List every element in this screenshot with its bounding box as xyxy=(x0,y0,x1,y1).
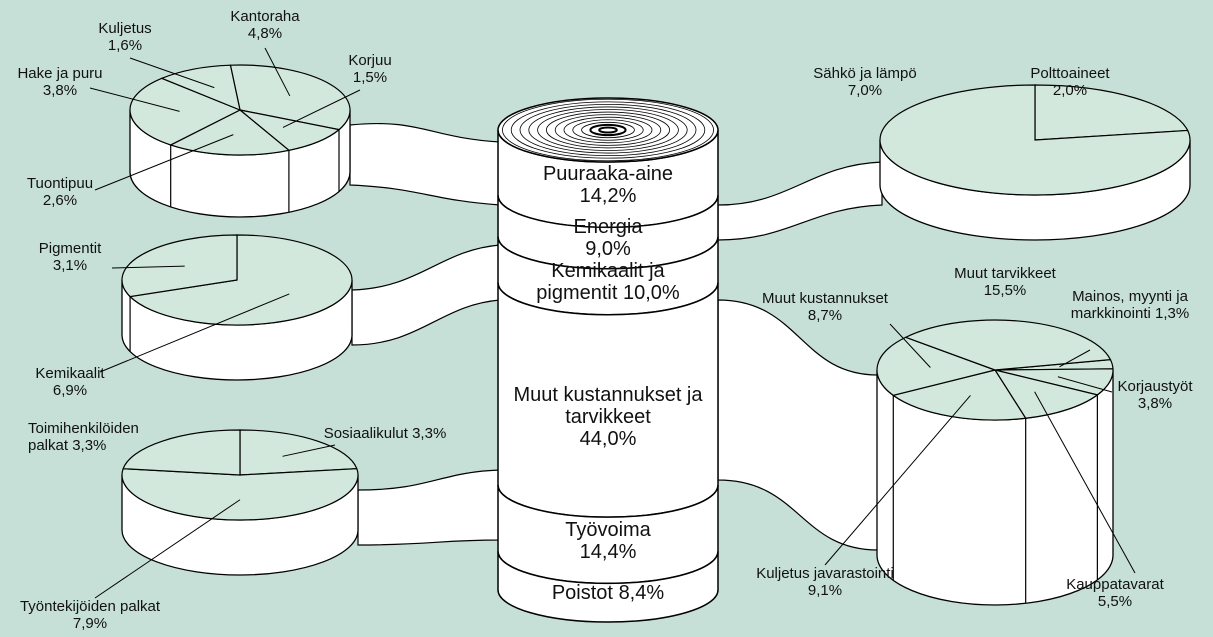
segment-label: Poistot 8,4% xyxy=(513,582,703,604)
segment-label: Muut kustannukset ja tarvikkeet 44,0% xyxy=(513,384,703,450)
category-label: Muut tarvikkeet xyxy=(950,265,1060,282)
segment-label: Työvoima 14,4% xyxy=(513,519,703,563)
value-label: 9,0% xyxy=(513,238,703,260)
slice-label: Työntekijöiden palkat 7,9% xyxy=(15,598,165,632)
ribbon xyxy=(350,124,500,205)
category-label: Pigmentit xyxy=(25,240,115,257)
category-label: Puuraaka-aine xyxy=(513,163,703,185)
category-label: Poistot xyxy=(552,582,613,604)
ribbon xyxy=(352,245,500,345)
category-label: Sosiaalikulut xyxy=(324,425,408,442)
category-label: Muut kustannukset ja tarvikkeet xyxy=(513,384,703,428)
value-label: 14,2% xyxy=(513,185,703,207)
segment-label: Puuraaka-aine 14,2% xyxy=(513,163,703,207)
cylinder-top xyxy=(498,98,718,162)
page: (() => { const data = JSON.parse(documen… xyxy=(0,0,1213,637)
slice-label: Sosiaalikulut 3,3% xyxy=(300,425,470,442)
slice-label: Muut tarvikkeet15,5% xyxy=(950,265,1060,299)
category-label: Työvoima xyxy=(513,519,703,541)
ribbon xyxy=(358,470,500,545)
value-label: 8,4% xyxy=(619,582,665,604)
value-label: 6,9% xyxy=(25,382,115,399)
ribbon xyxy=(718,300,878,550)
category-label: Energia xyxy=(513,216,703,238)
value-label: 3,1% xyxy=(25,257,115,274)
category-label: Kuljetus xyxy=(85,20,165,37)
value-label: 3,3% xyxy=(412,425,446,442)
value-label: 5,5% xyxy=(1060,593,1170,610)
value-label: 3,8% xyxy=(1110,395,1200,412)
value-label: 1,5% xyxy=(335,69,405,86)
category-label: Sähkö ja lämpö xyxy=(790,65,940,82)
category-label: Kemikaalit xyxy=(25,365,115,382)
value-label: 1,3% xyxy=(1155,305,1189,322)
value-label: 3,8% xyxy=(0,82,120,99)
category-label: Kuljetus javarastointi xyxy=(735,565,915,582)
value-label: 3,3% xyxy=(72,437,106,454)
slice-label: Korjaustyöt3,8% xyxy=(1110,378,1200,412)
segment-label: Kemikaalit ja pigmentit 10,0% xyxy=(513,260,703,304)
slice-label: Mainos, myynti ja markkinointi 1,3% xyxy=(1060,288,1200,322)
slice-label: Toimihenkilöiden palkat 3,3% xyxy=(28,420,178,454)
value-label: 9,1% xyxy=(735,582,915,599)
category-label: Kauppatavarat xyxy=(1060,576,1170,593)
value-label: 4,8% xyxy=(220,25,310,42)
category-label: Muut kustannukset xyxy=(740,290,910,307)
value-label: 14,4% xyxy=(513,541,703,563)
value-label: 44,0% xyxy=(513,428,703,450)
value-label: 7,9% xyxy=(73,615,107,632)
value-label: 1,6% xyxy=(85,37,165,54)
category-label: Työntekijöiden palkat xyxy=(20,598,160,615)
value-label: 8,7% xyxy=(740,307,910,324)
category-label: Korjuu xyxy=(335,52,405,69)
category-label: Polttoaineet xyxy=(1010,65,1130,82)
value-label: 7,0% xyxy=(790,82,940,99)
value-label: 10,0% xyxy=(623,282,680,304)
category-label: Tuontipuu xyxy=(15,175,105,192)
ribbon xyxy=(718,162,882,240)
value-label: 2,0% xyxy=(1010,82,1130,99)
category-label: Hake ja puru xyxy=(0,65,120,82)
category-label: Kantoraha xyxy=(220,8,310,25)
value-label: 2,6% xyxy=(15,192,105,209)
value-label: 15,5% xyxy=(950,282,1060,299)
category-label: Korjaustyöt xyxy=(1110,378,1200,395)
segment-label: Energia 9,0% xyxy=(513,216,703,260)
